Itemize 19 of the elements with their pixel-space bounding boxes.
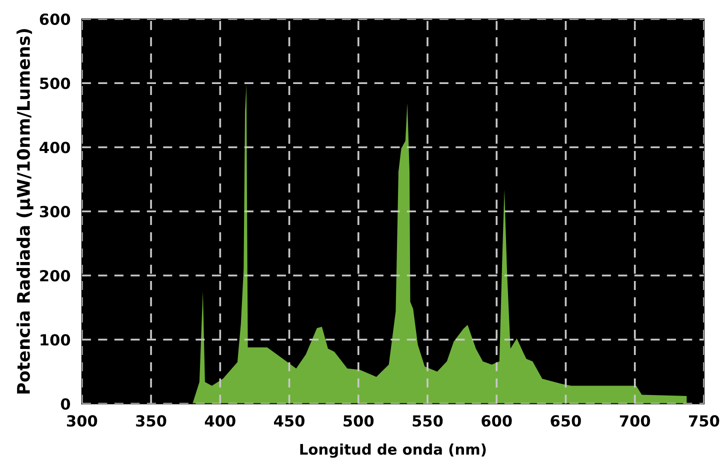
y-tick-label: 200 [40,270,70,282]
x-tick-label: 750 [689,415,720,427]
x-tick-label: 400 [204,415,236,427]
x-tick-label: 600 [482,415,512,427]
y-tick-label: 0 [60,398,70,410]
x-tick-label: 450 [274,415,304,427]
x-axis-title: Longitud de onda (nm) [300,444,486,458]
x-tick-label: 300 [67,415,98,427]
y-tick-label: 100 [40,334,70,346]
x-tick-label: 700 [620,415,650,427]
y-tick-label: 500 [40,78,70,90]
y-tick-label: 300 [40,206,70,218]
x-tick-label: 350 [136,415,166,427]
y-tick-label: 400 [40,142,70,154]
x-tick-label: 550 [412,415,443,427]
x-tick-label: 500 [344,415,374,427]
y-tick-label: 600 [40,13,70,26]
x-tick-label: 650 [550,415,581,427]
y-axis-title: Potencia Radiada (µW/10nm/Lumens) [16,29,34,394]
